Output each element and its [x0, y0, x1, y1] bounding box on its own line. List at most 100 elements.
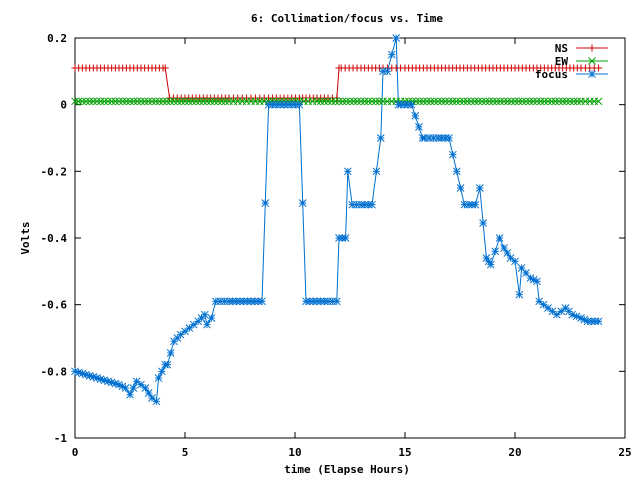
data-point-ew — [126, 97, 134, 106]
data-point-ew — [148, 97, 156, 106]
data-point-ew — [419, 97, 428, 106]
data-point-ew — [594, 97, 603, 106]
data-point-ew — [478, 97, 486, 106]
data-point-ew — [195, 97, 204, 106]
data-point-ew — [503, 97, 512, 106]
data-point-focus — [511, 257, 519, 266]
data-point-focus — [445, 134, 453, 142]
data-point-focus — [298, 199, 307, 207]
data-point-focus — [434, 134, 442, 142]
legend-label-focus: focus — [535, 68, 568, 81]
data-point-ew — [316, 97, 325, 106]
data-point-ew — [536, 97, 545, 106]
data-point-focus — [152, 397, 161, 406]
data-point-focus — [387, 50, 396, 59]
x-tick-label: 0 — [72, 446, 79, 459]
data-point-focus — [557, 307, 566, 316]
data-point-focus — [376, 134, 385, 142]
data-point-ew — [357, 97, 365, 106]
data-point-focus — [185, 324, 194, 332]
data-point-ew — [375, 97, 384, 106]
data-point-focus — [587, 317, 596, 326]
data-point-ew — [566, 97, 574, 106]
data-point-ew — [481, 97, 490, 106]
data-point-focus — [517, 264, 526, 272]
data-point-focus — [276, 100, 285, 109]
x-tick-label: 15 — [398, 446, 411, 459]
data-point-ew — [338, 97, 347, 106]
legend-marker-ns — [588, 44, 596, 52]
data-point-focus — [456, 184, 465, 192]
data-point-ew — [89, 97, 98, 106]
data-point-focus — [144, 389, 153, 397]
data-point-focus — [572, 312, 581, 321]
data-point-ew — [459, 97, 468, 106]
data-point-ew — [177, 97, 186, 106]
data-point-focus — [360, 200, 369, 209]
data-point-ew — [217, 97, 226, 106]
data-point-ew — [426, 97, 435, 106]
y-tick-label: -0.4 — [41, 232, 68, 245]
data-point-ew — [203, 97, 211, 106]
data-point-focus — [548, 307, 557, 316]
data-point-focus — [258, 297, 266, 306]
data-point-ew — [467, 97, 475, 106]
data-point-focus — [515, 290, 524, 299]
data-point-focus — [132, 377, 141, 386]
data-point-ew — [544, 97, 552, 106]
x-tick-label: 5 — [182, 446, 189, 459]
data-point-ew — [507, 97, 516, 106]
data-point-ew — [137, 97, 145, 106]
legend-marker-focus — [588, 70, 596, 78]
chart-title: 6: Collimation/focus vs. Time — [251, 12, 443, 25]
data-point-focus — [500, 244, 508, 252]
data-point-ew — [364, 97, 373, 106]
data-point-focus — [126, 390, 134, 399]
data-point-focus — [383, 67, 392, 76]
data-point-ew — [221, 97, 230, 106]
data-point-ew — [569, 97, 578, 106]
data-point-focus — [491, 247, 500, 256]
data-point-focus — [203, 320, 211, 329]
y-tick-label: -0.8 — [41, 365, 68, 378]
data-point-focus — [533, 277, 541, 286]
data-point-ew — [349, 97, 358, 106]
data-point-ew — [423, 97, 431, 106]
data-point-ew — [170, 97, 178, 106]
legend-label-ew: EW — [555, 55, 569, 68]
legend-label-ns: NS — [555, 42, 568, 55]
data-point-focus — [250, 297, 259, 306]
data-point-focus — [332, 297, 341, 306]
data-point-focus — [189, 320, 198, 329]
data-point-ew — [214, 97, 222, 106]
data-point-ew — [562, 97, 571, 106]
data-point-ew — [525, 97, 534, 106]
data-point-focus — [158, 367, 166, 376]
data-point-focus — [535, 297, 544, 306]
data-point-ew — [485, 97, 494, 106]
data-point-ew — [540, 97, 549, 106]
x-tick-label: 20 — [508, 446, 521, 459]
data-point-focus — [121, 384, 130, 392]
data-point-ew — [551, 97, 560, 106]
y-axis-label: Volts — [19, 221, 32, 254]
data-point-ew — [434, 97, 442, 106]
data-point-focus — [479, 219, 487, 227]
data-point-ew — [415, 97, 424, 106]
data-point-ew — [518, 97, 527, 106]
data-point-ew — [85, 97, 94, 106]
data-point-ew — [184, 97, 193, 106]
data-point-ew — [96, 97, 105, 106]
data-point-ew — [522, 97, 530, 106]
y-tick-label: -1 — [54, 432, 68, 445]
data-point-focus — [544, 304, 552, 312]
data-point-focus — [137, 380, 145, 389]
data-point-ew — [104, 97, 112, 106]
data-point-focus — [539, 300, 548, 309]
data-point-ew — [331, 97, 340, 106]
data-point-ew — [129, 97, 138, 106]
data-point-ew — [342, 97, 351, 106]
data-point-ew — [437, 97, 446, 106]
data-point-ew — [206, 97, 215, 106]
